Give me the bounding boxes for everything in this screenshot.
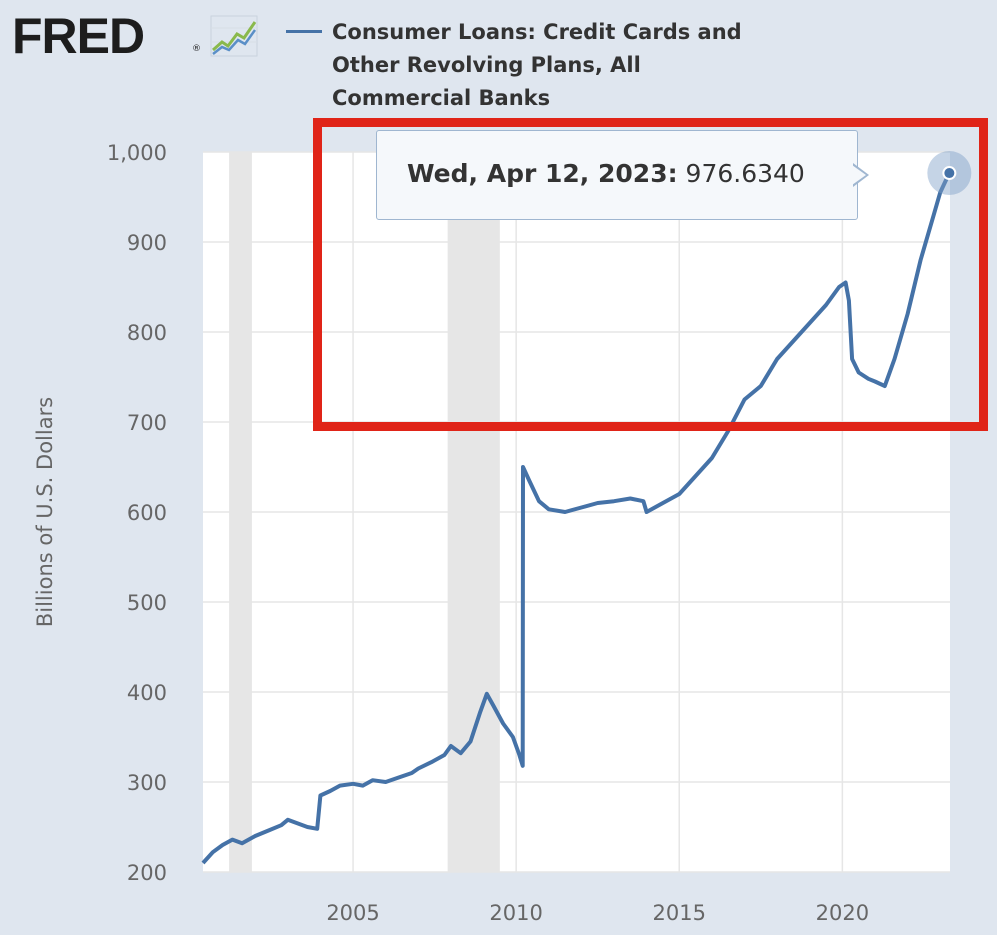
tooltip: Wed, Apr 12, 2023: 976.6340 [376,130,858,220]
y-axis-ticks: 200 300 400 500 600 700 800 900 1,000 [107,141,167,885]
y-tick-label: 800 [127,321,167,345]
x-axis-ticks: 2005 2010 2015 2020 [326,901,869,925]
x-tick-label: 2020 [816,901,869,925]
highlight-annotation-box [313,118,988,431]
series-line[interactable] [201,172,952,865]
legend-series-swatch [286,30,322,33]
x-tick-label: 2010 [489,901,542,925]
y-tick-label: 900 [127,231,167,255]
y-tick-label: 1,000 [107,141,167,165]
y-tick-label: 500 [127,591,167,615]
legend-series-label: Consumer Loans: Credit Cards and Other R… [332,20,742,110]
hover-point[interactable] [942,166,957,181]
logo-registered-mark: ® [192,44,201,54]
y-tick-label: 700 [127,411,167,435]
fred-logo[interactable]: FRED ® [12,8,262,64]
y-axis-label: Billions of U.S. Dollars [33,397,57,627]
tooltip-value: 976.6340 [685,159,805,188]
x-tick-label: 2005 [326,901,379,925]
tooltip-date: Wed, Apr 12, 2023: [407,159,678,188]
x-tick-label: 2015 [653,901,706,925]
logo-text: FRED [12,8,145,64]
y-tick-label: 400 [127,681,167,705]
gridlines [203,151,950,873]
trend-graph-icon [210,15,258,57]
y-tick-label: 200 [127,861,167,885]
y-tick-label: 300 [127,771,167,795]
y-tick-label: 600 [127,501,167,525]
